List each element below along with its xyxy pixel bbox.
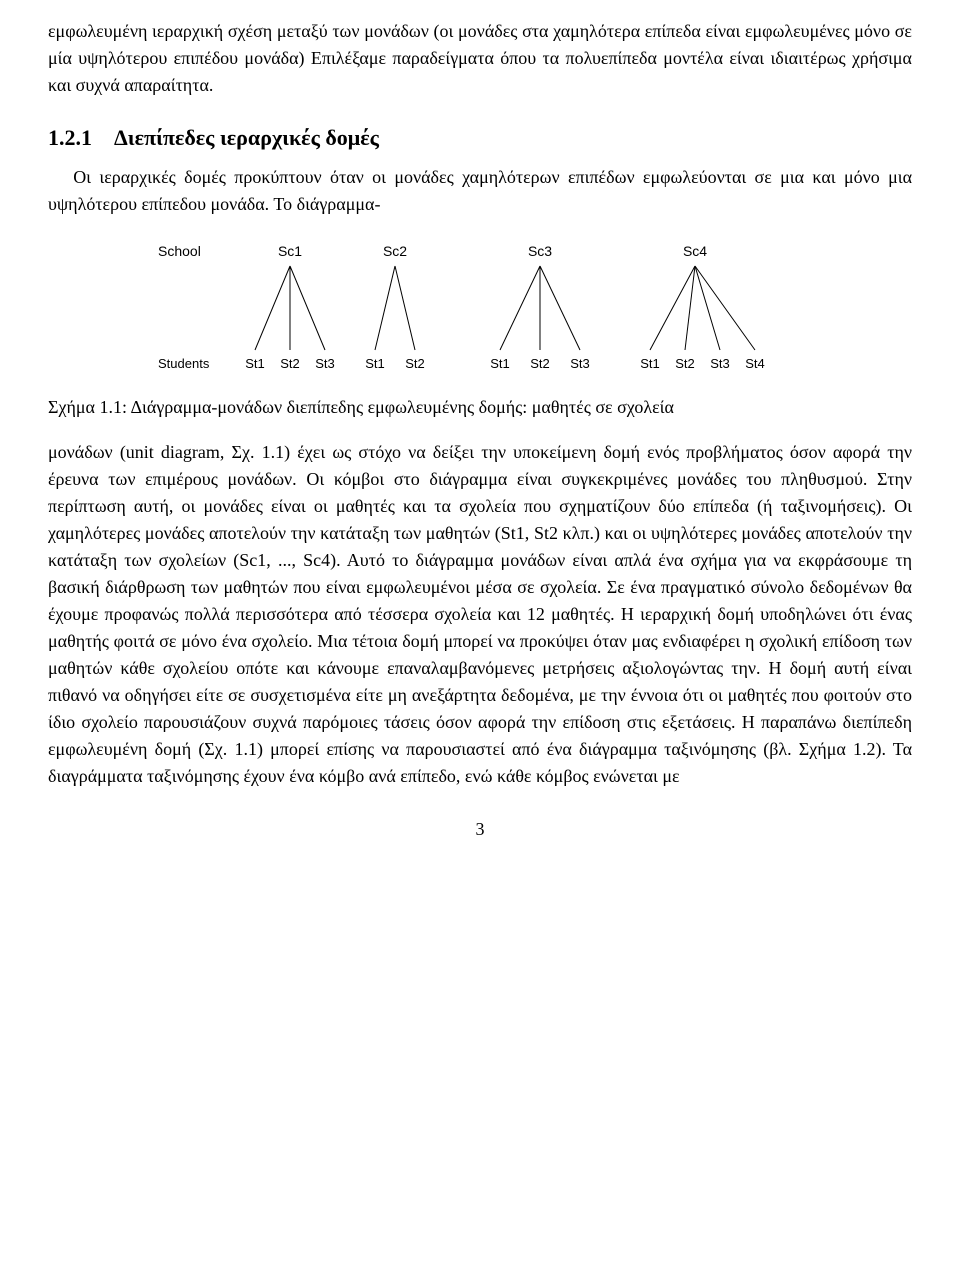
svg-text:St1: St1 bbox=[640, 356, 660, 371]
unit-diagram-svg: School Students Sc1 St1 St2 St3 Sc2 St1 St2 Sc3 St… bbox=[140, 232, 820, 382]
svg-text:St2: St2 bbox=[530, 356, 550, 371]
figure-caption: Σχήμα 1.1: Διάγραμμα-μονάδων διεπίπεδης … bbox=[48, 394, 912, 421]
svg-text:St3: St3 bbox=[315, 356, 335, 371]
svg-text:St3: St3 bbox=[710, 356, 730, 371]
svg-text:St1: St1 bbox=[245, 356, 265, 371]
svg-text:School: School bbox=[158, 243, 201, 259]
svg-text:St2: St2 bbox=[280, 356, 300, 371]
body-paragraph: μονάδων (unit diagram, Σχ. 1.1) έχει ως … bbox=[48, 439, 912, 790]
svg-text:Sc3: Sc3 bbox=[528, 243, 552, 259]
svg-text:Sc2: Sc2 bbox=[383, 243, 407, 259]
svg-text:St4: St4 bbox=[745, 356, 765, 371]
section-lead-paragraph: Οι ιεραρχικές δομές προκύπτουν όταν οι μ… bbox=[48, 164, 912, 218]
svg-text:St1: St1 bbox=[490, 356, 510, 371]
page-number: 3 bbox=[48, 816, 912, 843]
intro-paragraph: εμφωλευμένη ιεραρχική σχέση μεταξύ των μ… bbox=[48, 18, 912, 99]
svg-text:St3: St3 bbox=[570, 356, 590, 371]
svg-text:St2: St2 bbox=[675, 356, 695, 371]
svg-text:Sc4: Sc4 bbox=[683, 243, 707, 259]
svg-text:St1: St1 bbox=[365, 356, 385, 371]
svg-text:Students: Students bbox=[158, 356, 210, 371]
section-number: 1.2.1 bbox=[48, 121, 92, 154]
section-title: Διεπίπεδες ιεραρχικές δομές bbox=[114, 125, 379, 150]
svg-text:Sc1: Sc1 bbox=[278, 243, 302, 259]
unit-diagram-figure: School Students Sc1 St1 St2 St3 Sc2 St1 St2 Sc3 St… bbox=[48, 232, 912, 382]
svg-text:St2: St2 bbox=[405, 356, 425, 371]
section-heading: 1.2.1 Διεπίπεδες ιεραρχικές δομές bbox=[48, 121, 912, 154]
